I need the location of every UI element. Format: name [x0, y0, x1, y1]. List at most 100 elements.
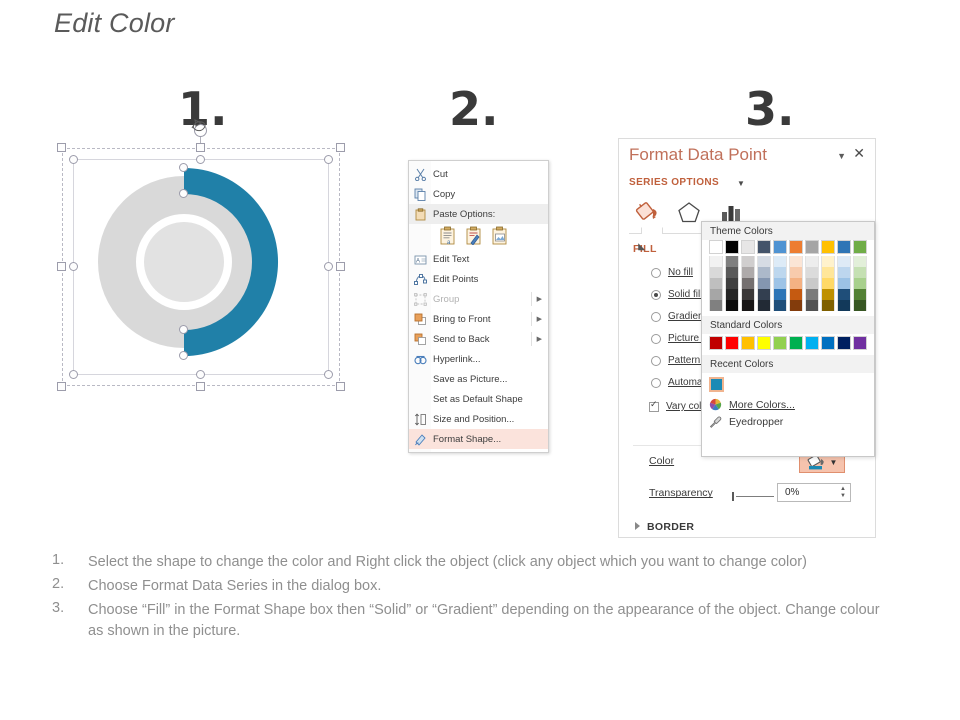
color-dropdown-panel[interactable]: Theme Colors Standard Colors Recent Colo… — [701, 221, 875, 457]
standard-color-swatch-8[interactable] — [837, 336, 851, 350]
context-menu-item-cut[interactable]: Cut — [409, 164, 548, 184]
standard-color-swatch-2[interactable] — [741, 336, 755, 350]
context-menu-item-save-as-picture[interactable]: Save as Picture... — [409, 369, 548, 389]
theme-tint-column-2[interactable] — [741, 256, 755, 311]
theme-tint-swatch-2-3[interactable] — [741, 289, 755, 300]
theme-tint-column-9[interactable] — [853, 256, 867, 311]
standard-color-swatch-0[interactable] — [709, 336, 723, 350]
transparency-slider[interactable] — [732, 492, 774, 501]
theme-tint-swatch-6-4[interactable] — [805, 300, 819, 311]
theme-tint-swatch-6-3[interactable] — [805, 289, 819, 300]
theme-color-swatch-9[interactable] — [853, 240, 867, 254]
theme-tint-swatch-8-2[interactable] — [837, 278, 851, 289]
inner-handle-nw[interactable] — [69, 155, 78, 164]
theme-tint-swatch-9-1[interactable] — [853, 267, 867, 278]
context-menu-item-bring-to-front[interactable]: Bring to Front ▶ — [409, 309, 548, 329]
theme-tint-swatch-0-1[interactable] — [709, 267, 723, 278]
theme-tint-swatch-0-4[interactable] — [709, 300, 723, 311]
theme-tint-column-6[interactable] — [805, 256, 819, 311]
theme-tint-column-1[interactable] — [725, 256, 739, 311]
theme-tint-swatch-0-3[interactable] — [709, 289, 723, 300]
resize-handle-sw[interactable] — [57, 382, 66, 391]
theme-tint-swatch-9-2[interactable] — [853, 278, 867, 289]
close-icon[interactable]: ✕ — [853, 145, 865, 161]
resize-handle-n[interactable] — [196, 143, 205, 152]
theme-colors-base-row[interactable] — [702, 240, 874, 254]
theme-color-swatch-5[interactable] — [789, 240, 803, 254]
theme-tint-swatch-5-3[interactable] — [789, 289, 803, 300]
context-menu-item-hyperlink[interactable]: Hyperlink... — [409, 349, 548, 369]
theme-tint-swatch-5-1[interactable] — [789, 267, 803, 278]
theme-tint-swatch-5-4[interactable] — [789, 300, 803, 311]
theme-tint-swatch-4-4[interactable] — [773, 300, 787, 311]
theme-tint-swatch-5-0[interactable] — [789, 256, 803, 267]
resize-handle-w[interactable] — [57, 262, 66, 271]
resize-handle-e[interactable] — [336, 262, 345, 271]
resize-handle-se[interactable] — [336, 382, 345, 391]
fill-section-header[interactable]: FILL — [633, 243, 657, 255]
inner-handle-sw[interactable] — [69, 370, 78, 379]
resize-handle-s[interactable] — [196, 382, 205, 391]
theme-tint-swatch-9-3[interactable] — [853, 289, 867, 300]
inner-handle-se[interactable] — [324, 370, 333, 379]
context-menu-item-copy[interactable]: Copy — [409, 184, 548, 204]
shape-handle-arc-start[interactable] — [179, 163, 188, 172]
theme-tint-column-4[interactable] — [773, 256, 787, 311]
theme-tint-swatch-3-1[interactable] — [757, 267, 771, 278]
theme-tint-swatch-2-0[interactable] — [741, 256, 755, 267]
context-menu-item-format-shape[interactable]: Format Shape... — [409, 429, 548, 449]
theme-color-swatch-1[interactable] — [725, 240, 739, 254]
theme-tint-swatch-6-2[interactable] — [805, 278, 819, 289]
theme-tint-swatch-0-2[interactable] — [709, 278, 723, 289]
standard-color-swatch-1[interactable] — [725, 336, 739, 350]
theme-tint-swatch-4-0[interactable] — [773, 256, 787, 267]
theme-color-swatch-7[interactable] — [821, 240, 835, 254]
donut-chart[interactable] — [76, 154, 326, 382]
theme-tint-swatch-2-4[interactable] — [741, 300, 755, 311]
theme-tint-swatch-4-1[interactable] — [773, 267, 787, 278]
theme-color-swatch-0[interactable] — [709, 240, 723, 254]
triangle-collapsed-icon[interactable] — [635, 522, 640, 530]
theme-tint-swatch-4-3[interactable] — [773, 289, 787, 300]
eyedropper-option[interactable]: Eyedropper — [702, 413, 874, 430]
resize-handle-nw[interactable] — [57, 143, 66, 152]
theme-tint-column-7[interactable] — [821, 256, 835, 311]
more-colors-option[interactable]: More Colors... — [702, 396, 874, 413]
theme-tint-swatch-2-1[interactable] — [741, 267, 755, 278]
context-menu-item-edit-points[interactable]: Edit Points — [409, 269, 548, 289]
theme-tint-swatch-7-2[interactable] — [821, 278, 835, 289]
theme-color-swatch-3[interactable] — [757, 240, 771, 254]
context-menu-item-edit-text[interactable]: A Edit Text — [409, 249, 548, 269]
shape-handle-arc-end[interactable] — [179, 351, 188, 360]
context-menu[interactable]: Cut Copy Paste Options: a A Edit Text — [408, 160, 549, 453]
theme-tint-swatch-1-0[interactable] — [725, 256, 739, 267]
spinner-up-down-icon[interactable]: ▲ ▼ — [840, 486, 846, 499]
transparency-input[interactable]: 0% ▲ ▼ — [777, 483, 851, 502]
theme-color-swatch-8[interactable] — [837, 240, 851, 254]
theme-tint-swatch-0-0[interactable] — [709, 256, 723, 267]
context-menu-item-send-to-back[interactable]: Send to Back ▶ — [409, 329, 548, 349]
resize-handle-ne[interactable] — [336, 143, 345, 152]
context-menu-item-size-and-position[interactable]: Size and Position... — [409, 409, 548, 429]
theme-tint-swatch-6-0[interactable] — [805, 256, 819, 267]
theme-tint-swatch-7-1[interactable] — [821, 267, 835, 278]
theme-tint-column-8[interactable] — [837, 256, 851, 311]
theme-color-swatch-2[interactable] — [741, 240, 755, 254]
context-menu-item-set-as-default-shape[interactable]: Set as Default Shape — [409, 389, 548, 409]
paste-keep-formatting-icon[interactable] — [465, 226, 482, 246]
theme-tint-swatch-1-1[interactable] — [725, 267, 739, 278]
caret-down-icon[interactable]: ▼ — [737, 179, 745, 188]
theme-tint-swatch-7-4[interactable] — [821, 300, 835, 311]
theme-tint-swatch-9-4[interactable] — [853, 300, 867, 311]
standard-color-swatch-9[interactable] — [853, 336, 867, 350]
shape-handle-arc-inner-end[interactable] — [179, 325, 188, 334]
theme-tint-swatch-2-2[interactable] — [741, 278, 755, 289]
radio-gradient-fill[interactable]: Gradient fill — [651, 311, 719, 322]
series-options-label[interactable]: SERIES OPTIONS — [629, 177, 720, 188]
radio-solid-fill[interactable]: Solid fill — [651, 289, 702, 300]
shape-handle-arc-inner-start[interactable] — [179, 189, 188, 198]
standard-color-swatch-7[interactable] — [821, 336, 835, 350]
theme-tint-swatch-3-0[interactable] — [757, 256, 771, 267]
effects-pentagon-icon[interactable] — [677, 201, 701, 228]
border-section-header[interactable]: BORDER — [647, 521, 695, 533]
